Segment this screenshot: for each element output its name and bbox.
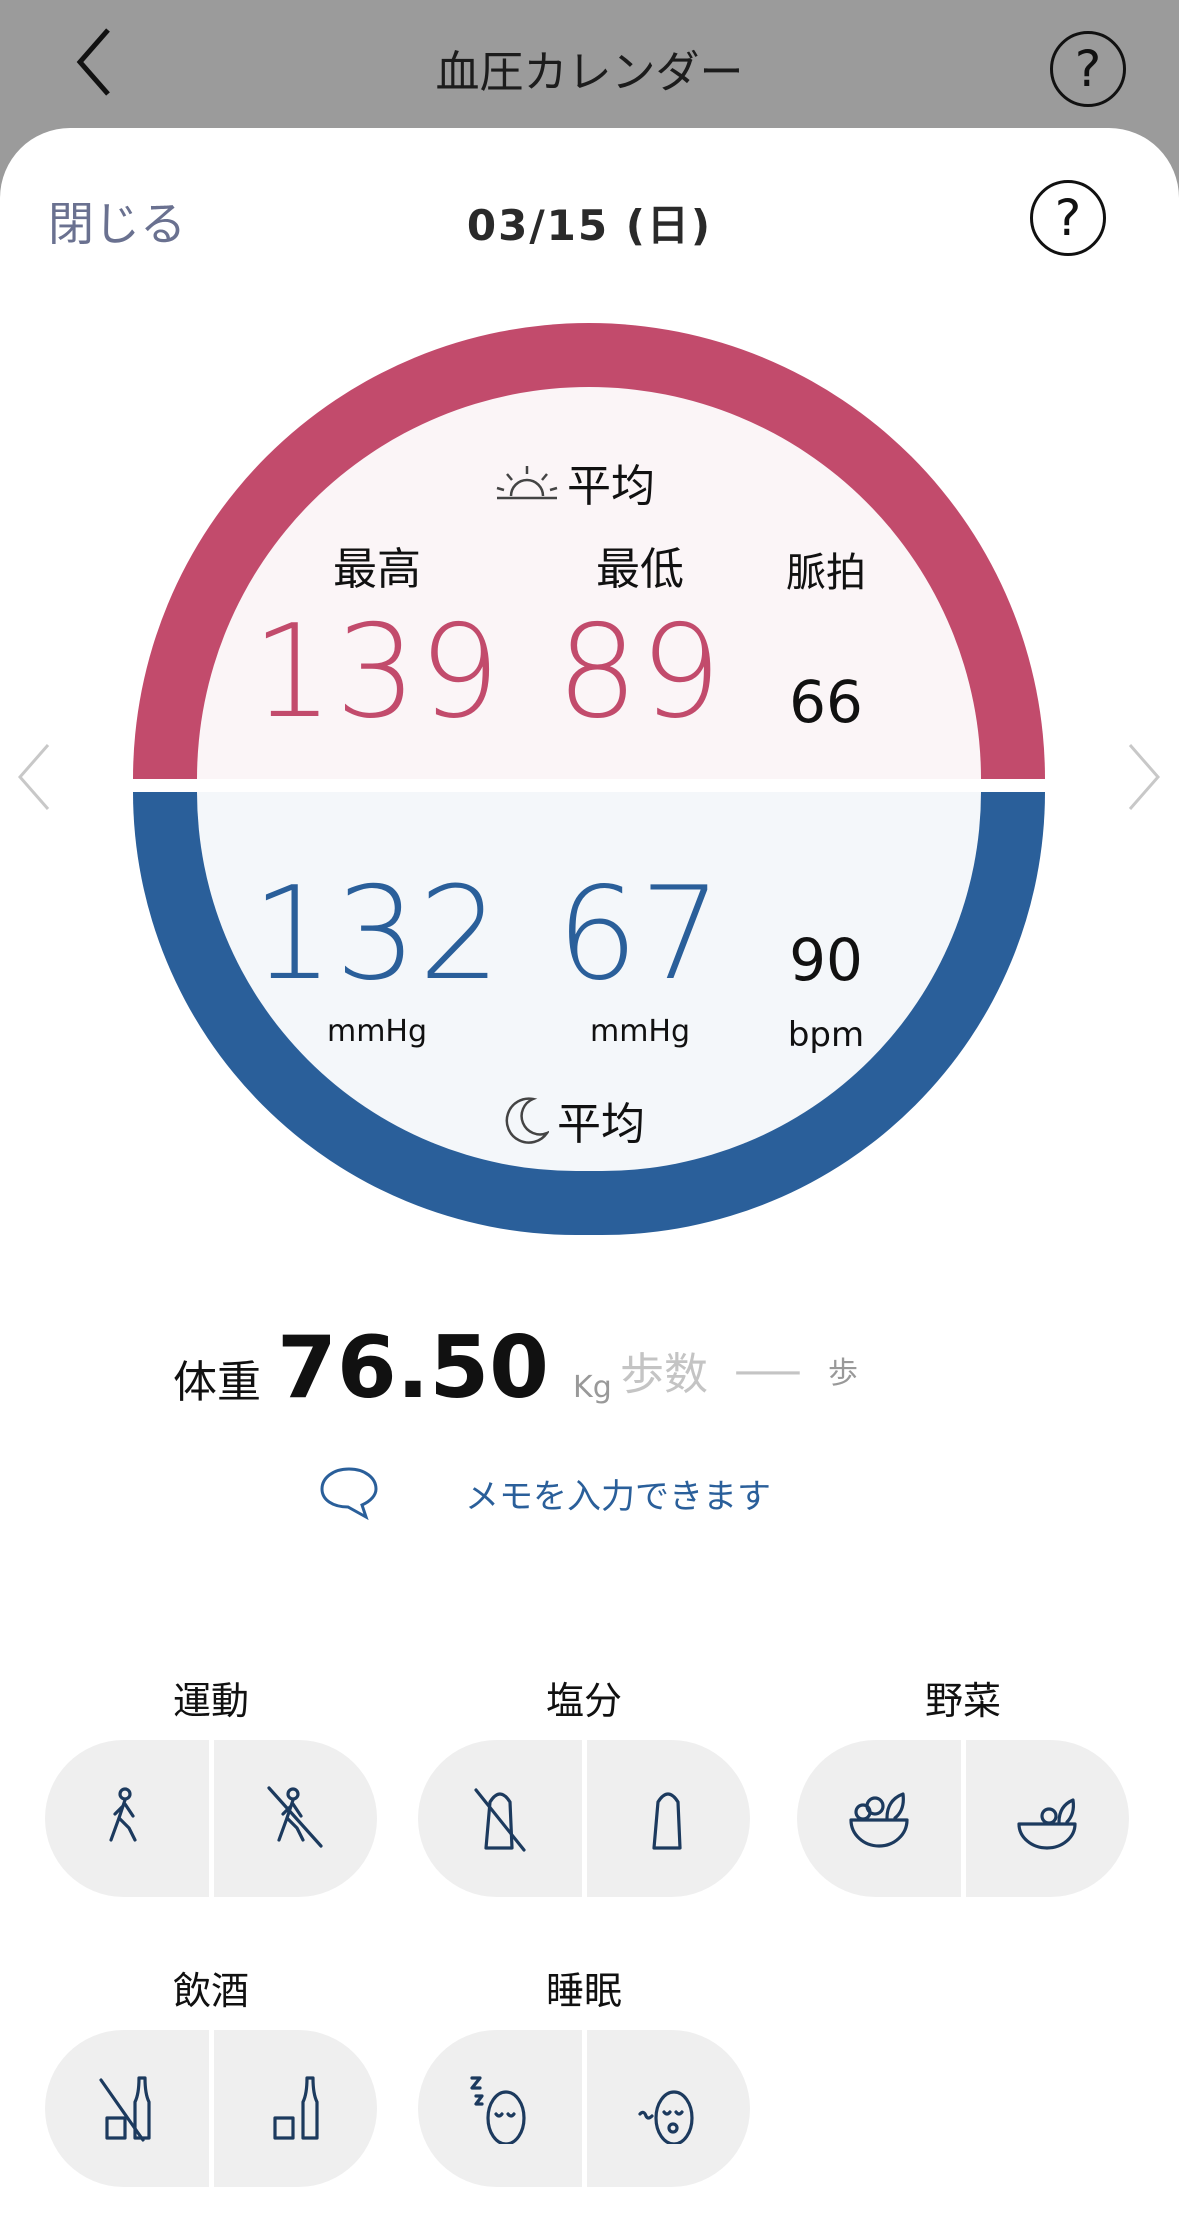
- exercise-icon: [109, 1786, 137, 1842]
- chevron-right-icon: [1128, 744, 1160, 810]
- option-sleep-poor[interactable]: [587, 2030, 751, 2187]
- divider: [581, 1740, 587, 1897]
- no-salt-icon: [474, 1787, 526, 1852]
- no-exercise-icon: [267, 1785, 323, 1848]
- sleep-poor-icon: [638, 2089, 694, 2144]
- option-exercise[interactable]: [45, 1740, 209, 1897]
- chevron-left-icon: [18, 744, 50, 810]
- category-toggle: [797, 1740, 1129, 1897]
- morning-systolic: 139: [251, 598, 503, 747]
- evening-pulse: 90: [789, 926, 863, 994]
- sheet-help-button[interactable]: ?: [1030, 180, 1106, 256]
- next-day-button[interactable]: [1124, 735, 1164, 815]
- header-help-button[interactable]: ?: [1050, 31, 1126, 107]
- question-circle-icon: ?: [1054, 189, 1082, 247]
- divider: [208, 1740, 214, 1897]
- divider: [581, 2030, 587, 2187]
- morning-pulse: 66: [789, 668, 863, 736]
- question-circle-icon: ?: [1074, 40, 1102, 98]
- systolic-label: 最高: [333, 544, 421, 595]
- app-header: [0, 0, 1179, 130]
- systolic-unit: mmHg: [326, 1014, 428, 1049]
- category-toggle: [418, 1740, 750, 1897]
- option-vegetables-full[interactable]: [797, 1740, 961, 1897]
- salt-icon: [652, 1791, 682, 1850]
- diastolic-unit: mmHg: [589, 1014, 691, 1049]
- category-toggle: [45, 1740, 377, 1897]
- option-vegetables-light[interactable]: [966, 1740, 1130, 1897]
- moon-icon: [505, 1097, 549, 1144]
- sunrise-icon: [496, 466, 558, 500]
- speech-bubble-icon: [320, 1467, 378, 1521]
- option-alcohol[interactable]: [214, 2030, 378, 2187]
- vegetables-full-icon: [849, 1791, 909, 1848]
- steps-field[interactable]: 歩数 — 歩: [620, 1344, 858, 1401]
- pulse-unit: bpm: [787, 1015, 865, 1055]
- no-alcohol-icon: [99, 2075, 151, 2142]
- category-label: 睡眠: [545, 1969, 622, 2013]
- category-label: 飲酒: [172, 1969, 249, 2013]
- option-no-exercise[interactable]: [214, 1740, 378, 1897]
- category-label: 野菜: [924, 1679, 1001, 1723]
- vegetables-light-icon: [1017, 1797, 1077, 1850]
- steps-value: —: [732, 1344, 804, 1396]
- page-title: 血圧カレンダー: [435, 47, 744, 98]
- category-label: 塩分: [545, 1679, 622, 1723]
- option-sleep-good[interactable]: [418, 2030, 582, 2187]
- evening-diastolic: 67: [556, 860, 724, 1009]
- category-toggle: [418, 2030, 750, 2187]
- diastolic-label: 最低: [596, 544, 684, 595]
- back-button[interactable]: [70, 20, 120, 100]
- option-no-salt[interactable]: [418, 1740, 582, 1897]
- category-label: 運動: [172, 1679, 249, 1723]
- weight-field[interactable]: 体重 76.50 Kg: [173, 1318, 612, 1418]
- category-toggle: [45, 2030, 377, 2187]
- divider: [208, 2030, 214, 2187]
- pulse-label: 脈拍: [786, 550, 866, 596]
- option-no-alcohol[interactable]: [45, 2030, 209, 2187]
- morning-average-label: 平均: [495, 450, 655, 514]
- weight-value: 76.50: [277, 1318, 550, 1418]
- evening-systolic: 132: [251, 860, 503, 1009]
- option-salt[interactable]: [587, 1740, 751, 1897]
- alcohol-icon: [273, 2075, 319, 2140]
- evening-average-label: 平均: [503, 1088, 645, 1152]
- divider: [960, 1740, 966, 1897]
- sleep-good-icon: [470, 2075, 526, 2144]
- prev-day-button[interactable]: [14, 735, 54, 815]
- date-label: 03/15 (日): [466, 201, 713, 250]
- memo-input[interactable]: メモを入力できます: [318, 1465, 771, 1521]
- morning-diastolic: 89: [556, 598, 724, 747]
- chevron-left-icon: [76, 28, 110, 96]
- close-button[interactable]: 閉じる: [48, 197, 186, 251]
